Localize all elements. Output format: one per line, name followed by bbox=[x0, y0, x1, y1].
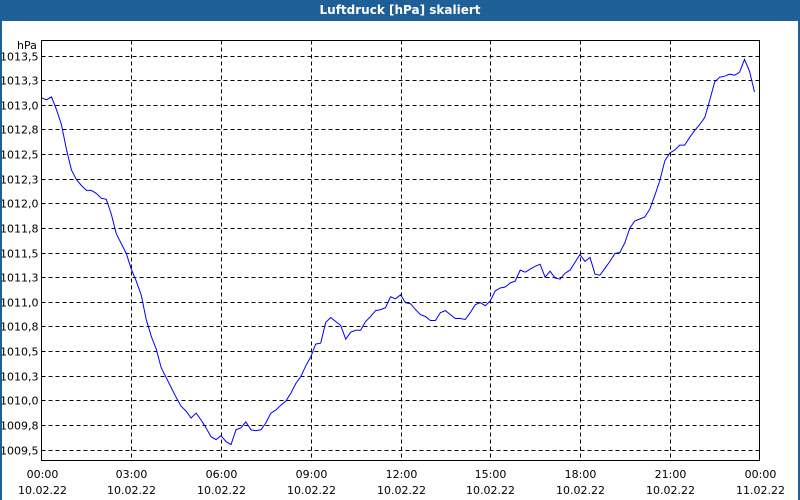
y-tick-label: 1010,0 bbox=[2, 395, 39, 408]
y-tick-label: 1012,0 bbox=[2, 198, 39, 211]
x-tick-date-label: 10.02.22 bbox=[556, 484, 605, 497]
y-tick-label: 1011,8 bbox=[2, 223, 39, 236]
y-tick-label: 1010,3 bbox=[2, 371, 39, 384]
x-tick-date-label: 10.02.22 bbox=[18, 484, 67, 497]
chart-title: Luftdruck [hPa] skaliert bbox=[0, 0, 800, 21]
y-axis-label: hPa bbox=[17, 39, 37, 52]
x-tick-date-label: 10.02.22 bbox=[107, 484, 156, 497]
x-ticks: 00:00 10.02.22 03:00 10.02.22 06:00 10.02.22 0… bbox=[18, 468, 785, 497]
plot-frame bbox=[41, 40, 760, 461]
x-tick-date-label: 10.02.22 bbox=[197, 484, 246, 497]
series-line-luftdruck bbox=[41, 58, 755, 446]
y-tick-label: 1009,5 bbox=[2, 445, 39, 458]
y-tick-label: 1009,8 bbox=[2, 420, 39, 433]
y-tick-label: 1010,8 bbox=[2, 321, 39, 334]
y-tick-label: 1013,5 bbox=[2, 51, 39, 64]
x-tick-date-label: 10.02.22 bbox=[287, 484, 336, 497]
x-tick-time-label: 12:00 bbox=[386, 468, 418, 481]
y-tick-label: 1013,0 bbox=[2, 100, 39, 113]
chart-panel: hPa 1009,5 1009,8 1010,0 1010,3 1010,5 1010,8… bbox=[2, 21, 798, 500]
x-tick-date-label: 10.02.22 bbox=[466, 484, 515, 497]
y-tick-label: 1013,3 bbox=[2, 75, 39, 88]
x-tick-time-label: 21:00 bbox=[655, 468, 687, 481]
y-ticks: 1009,5 1009,8 1010,0 1010,3 1010,5 1010,8 1011… bbox=[2, 51, 39, 458]
x-tick-time-label: 03:00 bbox=[116, 468, 148, 481]
y-tick-label: 1011,3 bbox=[2, 272, 39, 285]
x-tick-date-label: 11.02.22 bbox=[736, 484, 785, 497]
x-tick-time-label: 00:00 bbox=[27, 468, 59, 481]
x-tick-time-label: 00:00 bbox=[745, 468, 777, 481]
y-tick-label: 1011,5 bbox=[2, 248, 39, 261]
line-chart: hPa 1009,5 1009,8 1010,0 1010,3 1010,5 1010,8… bbox=[2, 39, 785, 497]
y-tick-label: 1012,3 bbox=[2, 174, 39, 187]
y-tick-label: 1010,5 bbox=[2, 346, 39, 359]
x-tick-time-label: 18:00 bbox=[565, 468, 597, 481]
y-tick-label: 1012,5 bbox=[2, 149, 39, 162]
x-tick-date-label: 10.02.22 bbox=[377, 484, 426, 497]
y-tick-label: 1011,0 bbox=[2, 297, 39, 310]
x-tick-date-label: 10.02.22 bbox=[646, 484, 695, 497]
grid bbox=[41, 40, 760, 461]
x-tick-time-label: 15:00 bbox=[475, 468, 507, 481]
y-tick-label: 1012,8 bbox=[2, 124, 39, 137]
x-tick-time-label: 09:00 bbox=[296, 468, 328, 481]
x-tick-time-label: 06:00 bbox=[206, 468, 238, 481]
